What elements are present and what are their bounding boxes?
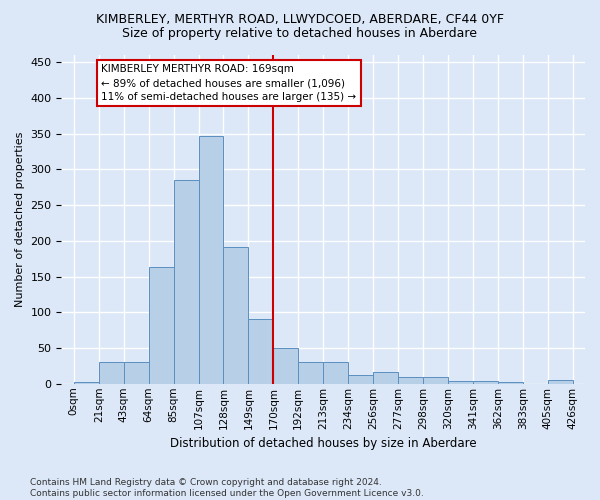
Bar <box>473 381 498 384</box>
Bar <box>74 382 99 384</box>
Bar <box>398 378 423 384</box>
Bar <box>348 375 373 384</box>
Bar <box>548 380 572 384</box>
Bar <box>448 381 473 384</box>
X-axis label: Distribution of detached houses by size in Aberdare: Distribution of detached houses by size … <box>170 437 476 450</box>
Bar <box>298 362 323 384</box>
Bar <box>149 268 173 384</box>
Bar <box>173 180 199 384</box>
Bar <box>199 136 223 384</box>
Bar <box>498 382 523 384</box>
Bar <box>373 372 398 384</box>
Bar <box>323 362 348 384</box>
Text: KIMBERLEY, MERTHYR ROAD, LLWYDCOED, ABERDARE, CF44 0YF: KIMBERLEY, MERTHYR ROAD, LLWYDCOED, ABER… <box>96 12 504 26</box>
Text: KIMBERLEY MERTHYR ROAD: 169sqm
← 89% of detached houses are smaller (1,096)
11% : KIMBERLEY MERTHYR ROAD: 169sqm ← 89% of … <box>101 64 356 102</box>
Bar <box>248 320 274 384</box>
Bar <box>274 348 298 384</box>
Y-axis label: Number of detached properties: Number of detached properties <box>15 132 25 307</box>
Text: Contains HM Land Registry data © Crown copyright and database right 2024.
Contai: Contains HM Land Registry data © Crown c… <box>30 478 424 498</box>
Text: Size of property relative to detached houses in Aberdare: Size of property relative to detached ho… <box>122 28 478 40</box>
Bar <box>223 246 248 384</box>
Bar <box>124 362 149 384</box>
Bar <box>423 378 448 384</box>
Bar <box>99 362 124 384</box>
